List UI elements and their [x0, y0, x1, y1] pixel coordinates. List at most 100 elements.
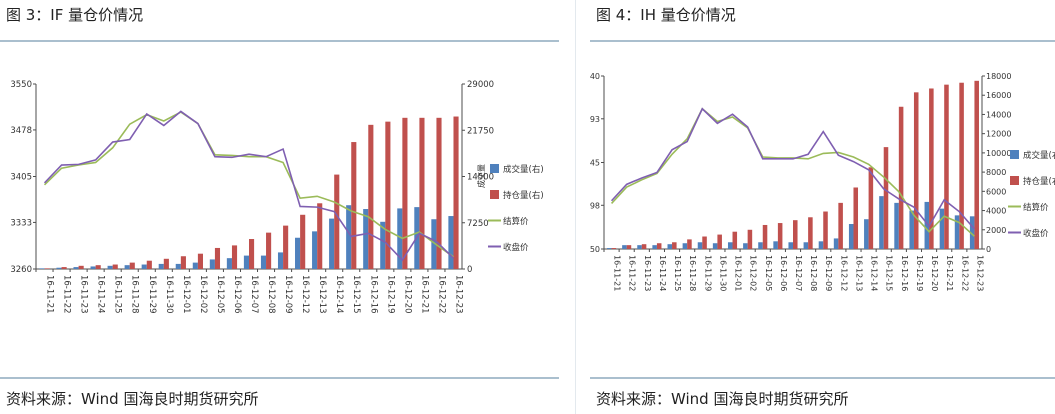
- bar-volume: [346, 205, 352, 269]
- x-tick-label: 16-11-24: [658, 255, 667, 291]
- bar-volume: [607, 248, 612, 249]
- figure-title: 图 4：IH 量仓价情况: [596, 6, 736, 24]
- bar-volume: [622, 245, 627, 249]
- x-tick-label: 16-11-22: [62, 275, 72, 314]
- figure-panel-if: 图 3：IF 量仓价情况 3260 3333 3405 3478 3550 0 7250 14…: [0, 6, 559, 408]
- bar-open-interest: [868, 167, 874, 249]
- legend-label: 结算价: [503, 216, 529, 227]
- bar-open-interest: [883, 147, 889, 249]
- bar-open-interest: [214, 247, 221, 269]
- bar-volume: [758, 242, 763, 249]
- bar-volume: [954, 215, 960, 249]
- x-tick-label: 16-12-12: [839, 255, 848, 291]
- bar-volume: [243, 255, 249, 269]
- legend-label: 收盘价: [1023, 228, 1049, 239]
- figure-source: 资料来源：Wind 国海良时期货研究所: [596, 390, 849, 408]
- bar-open-interest: [334, 174, 340, 269]
- right-axis-label: 成交量: [476, 164, 486, 188]
- chart-container: 2250 2298 2345 2393 2440 0 2000 4000 6000 8000 100…: [580, 44, 1055, 378]
- bar-open-interest: [959, 82, 964, 249]
- x-tick-label: 16-12-09: [824, 255, 833, 291]
- x-tick-label: 16-12-20: [402, 275, 412, 314]
- x-tick-label: 16-12-14: [870, 255, 879, 291]
- bar-volume: [773, 241, 778, 249]
- bar-open-interest: [974, 80, 979, 249]
- legend-swatch: [1010, 176, 1019, 185]
- legend-label: 结算价: [1023, 202, 1049, 213]
- left-tick-label: 3550: [10, 80, 32, 90]
- bar-volume: [260, 255, 267, 269]
- x-tick-label: 16-12-01: [734, 255, 743, 291]
- left-tick-label: 3260: [10, 265, 32, 275]
- bar-volume: [969, 216, 975, 249]
- bottom-rule: [0, 377, 559, 379]
- bar-open-interest: [61, 267, 67, 269]
- bar-open-interest: [656, 243, 662, 249]
- bar-open-interest: [823, 211, 828, 249]
- bar-open-interest: [317, 203, 323, 269]
- bar-open-interest: [163, 258, 169, 269]
- x-tick-label: 16-12-07: [249, 275, 259, 314]
- bar-open-interest: [419, 117, 425, 269]
- right-tick-label: 2000: [986, 226, 1006, 235]
- x-tick-label: 16-12-02: [749, 255, 758, 291]
- x-tick-label: 16-12-15: [885, 255, 894, 291]
- top-rule: [590, 40, 1055, 42]
- bar-volume: [277, 252, 284, 269]
- bar-open-interest: [793, 220, 798, 249]
- left-tick-label: 2393: [590, 115, 600, 124]
- bar-volume: [788, 242, 793, 249]
- legend-swatch: [1010, 150, 1019, 159]
- right-tick-label: 16000: [986, 91, 1011, 100]
- x-tick-label: 16-12-01: [181, 275, 191, 314]
- legend-swatch: [490, 190, 499, 199]
- bar-open-interest: [146, 260, 152, 269]
- bar-volume: [743, 243, 748, 249]
- x-tick-label: 16-11-30: [164, 275, 174, 314]
- bar-open-interest: [197, 253, 203, 269]
- bar-volume: [107, 265, 113, 269]
- figure-title: 图 3：IF 量仓价情况: [6, 6, 144, 24]
- x-tick-label: 16-11-23: [79, 275, 89, 314]
- x-tick-label: 16-12-12: [300, 275, 310, 314]
- legend-label: 成交量(右): [1023, 150, 1055, 161]
- bar-open-interest: [611, 248, 617, 249]
- bar-open-interest: [78, 265, 84, 269]
- x-tick-label: 16-12-20: [930, 255, 939, 291]
- bar-open-interest: [702, 236, 707, 249]
- bar-open-interest: [626, 245, 632, 249]
- bar-volume: [39, 268, 45, 269]
- x-tick-label: 16-12-15: [351, 275, 361, 314]
- left-tick-label: 2440: [590, 72, 600, 81]
- bottom-rule: [590, 377, 1055, 379]
- x-tick-label: 16-12-14: [334, 275, 344, 314]
- x-tick-label: 16-12-19: [915, 255, 924, 291]
- right-tick-label: 14500: [467, 173, 494, 183]
- bar-volume: [448, 216, 454, 269]
- bar-volume: [833, 238, 839, 249]
- bar-open-interest: [944, 84, 949, 250]
- bar-open-interest: [351, 142, 357, 269]
- bar-open-interest: [929, 88, 934, 249]
- close-price-line: [610, 107, 976, 230]
- bar-open-interest: [913, 92, 919, 249]
- right-tick-label: 0: [467, 265, 472, 275]
- bar-open-interest: [672, 242, 677, 249]
- right-tick-label: 14000: [986, 110, 1011, 119]
- x-tick-label: 16-11-28: [130, 275, 140, 314]
- settlement-price-line: [610, 107, 975, 237]
- bar-open-interest: [436, 117, 442, 269]
- right-tick-label: 6000: [986, 187, 1006, 196]
- figure-panel-ih: 图 4：IH 量仓价情况 2250 2298 2345 2393 2440 0 2000 40…: [580, 0, 1055, 414]
- x-tick-label: 16-11-23: [643, 255, 652, 291]
- right-tick-label: 7250: [467, 219, 489, 229]
- bar-volume: [909, 210, 914, 249]
- bar-open-interest: [641, 244, 647, 249]
- x-tick-label: 16-12-05: [764, 255, 773, 291]
- bar-volume: [939, 208, 945, 249]
- bar-volume: [141, 264, 147, 269]
- x-tick-label: 16-12-13: [317, 275, 327, 314]
- bar-volume: [431, 219, 437, 269]
- bar-volume: [226, 258, 232, 269]
- right-tick-label: 12000: [986, 130, 1011, 139]
